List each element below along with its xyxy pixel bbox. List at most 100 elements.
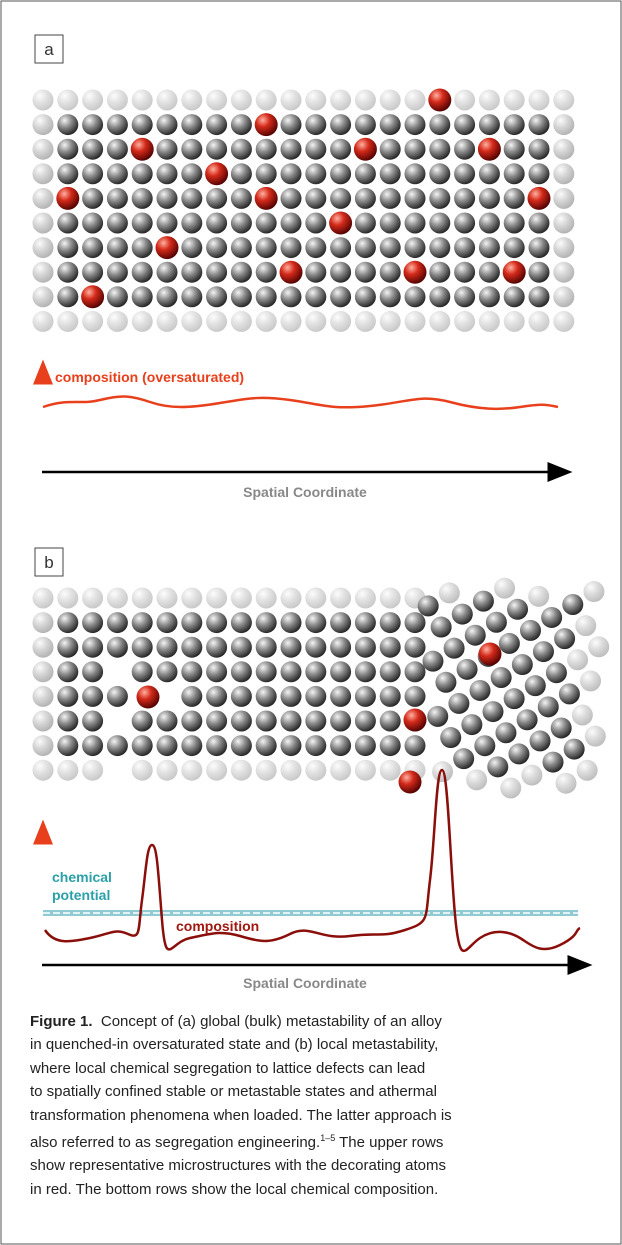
- atom: [479, 237, 500, 258]
- atom: [380, 90, 401, 111]
- atom: [380, 311, 401, 332]
- atom: [206, 286, 227, 307]
- atom: [206, 311, 227, 332]
- atom: [57, 114, 78, 135]
- solute-atom: [156, 236, 179, 259]
- atom: [132, 637, 153, 658]
- atom: [355, 686, 376, 707]
- caption-line: Figure 1. Concept of (a) global (bulk) m…: [30, 1010, 610, 1033]
- atom: [305, 90, 326, 111]
- atom: [355, 286, 376, 307]
- atom: [454, 237, 475, 258]
- atom: [256, 612, 277, 633]
- atom: [33, 213, 54, 234]
- atom: [132, 237, 153, 258]
- atom: [107, 163, 128, 184]
- atom: [330, 612, 351, 633]
- atom: [256, 311, 277, 332]
- atom: [530, 730, 551, 751]
- atom: [132, 588, 153, 609]
- atom: [281, 588, 302, 609]
- atom: [206, 735, 227, 756]
- atom: [495, 722, 516, 743]
- atom: [479, 188, 500, 209]
- atom: [231, 637, 252, 658]
- atom: [206, 114, 227, 135]
- atom: [231, 311, 252, 332]
- caption-line: in red. The bottom rows show the local c…: [30, 1178, 610, 1201]
- atom: [256, 163, 277, 184]
- atom: [504, 311, 525, 332]
- atom: [281, 163, 302, 184]
- atom: [435, 672, 456, 693]
- solute-atom: [354, 138, 377, 161]
- caption-line: show representative microstructures with…: [30, 1154, 610, 1177]
- axis-label: Spatial Coordinate: [243, 975, 367, 991]
- atom: [380, 588, 401, 609]
- atom: [107, 262, 128, 283]
- atom: [107, 637, 128, 658]
- atom: [281, 637, 302, 658]
- atom: [57, 90, 78, 111]
- atom: [231, 262, 252, 283]
- atom: [465, 625, 486, 646]
- atom: [82, 686, 103, 707]
- atom: [57, 163, 78, 184]
- atom: [206, 612, 227, 633]
- atom: [585, 726, 606, 747]
- atom: [454, 114, 475, 135]
- atom: [567, 649, 588, 670]
- atom: [380, 286, 401, 307]
- atom: [256, 711, 277, 732]
- atom: [330, 90, 351, 111]
- atom: [181, 262, 202, 283]
- atom: [181, 661, 202, 682]
- atom: [157, 661, 178, 682]
- atom: [132, 188, 153, 209]
- atom: [429, 114, 450, 135]
- atom: [305, 237, 326, 258]
- atom: [107, 188, 128, 209]
- atom: [281, 188, 302, 209]
- atom: [206, 90, 227, 111]
- page: a composition (oversaturated) Spatial Co…: [0, 0, 622, 1245]
- atom: [181, 612, 202, 633]
- atom: [520, 620, 541, 641]
- atom: [305, 686, 326, 707]
- atom: [380, 262, 401, 283]
- atom: [405, 213, 426, 234]
- atom: [543, 752, 564, 773]
- atom: [181, 237, 202, 258]
- atom: [281, 686, 302, 707]
- atom: [157, 139, 178, 160]
- atom: [380, 139, 401, 160]
- solute-atom: [428, 89, 451, 112]
- atom: [559, 683, 580, 704]
- curve-label: composition: [176, 918, 259, 934]
- atom: [508, 743, 529, 764]
- atom: [553, 139, 574, 160]
- atom: [330, 711, 351, 732]
- atom: [504, 213, 525, 234]
- atom: [405, 237, 426, 258]
- atom: [206, 661, 227, 682]
- atom: [529, 213, 550, 234]
- atom: [429, 213, 450, 234]
- atom: [57, 311, 78, 332]
- atom: [206, 213, 227, 234]
- atom: [256, 686, 277, 707]
- atom: [380, 213, 401, 234]
- atom: [380, 686, 401, 707]
- atom: [33, 163, 54, 184]
- atom: [457, 659, 478, 680]
- atom: [405, 311, 426, 332]
- atom: [454, 311, 475, 332]
- atom: [157, 588, 178, 609]
- caption-line: to spatially confined stable or metastab…: [30, 1080, 610, 1103]
- atom: [454, 188, 475, 209]
- atom: [82, 311, 103, 332]
- atom: [231, 735, 252, 756]
- atom: [405, 114, 426, 135]
- atom: [132, 760, 153, 781]
- atom: [57, 139, 78, 160]
